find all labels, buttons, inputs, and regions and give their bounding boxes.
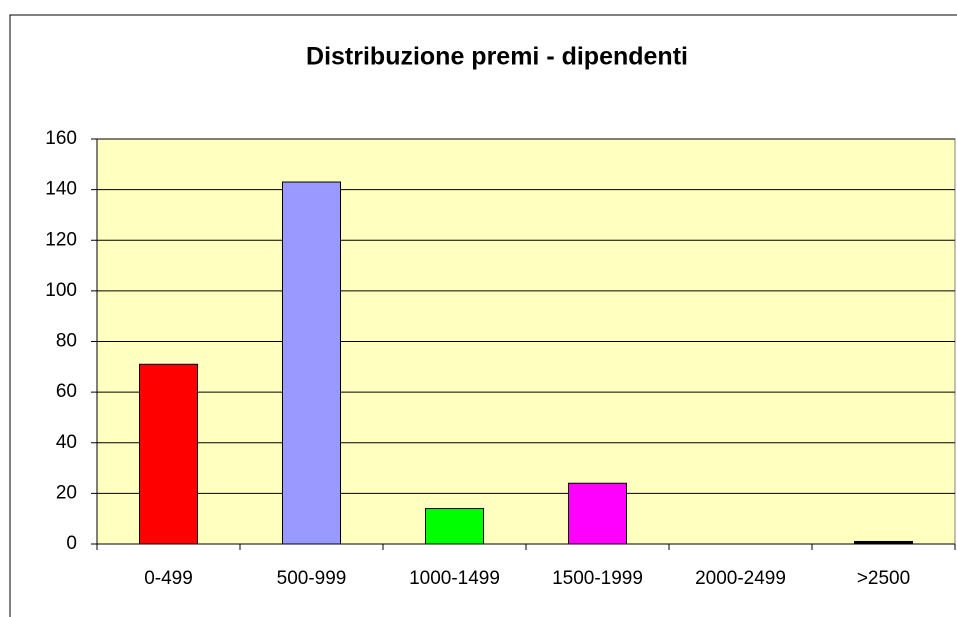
bar bbox=[568, 482, 627, 545]
y-tick-label: 160 bbox=[45, 128, 77, 149]
y-tick-label: 20 bbox=[56, 482, 77, 503]
x-tick-label: 0-499 bbox=[144, 568, 193, 589]
chart-title: Distribuzione premi - dipendenti bbox=[306, 43, 688, 71]
bar bbox=[425, 508, 484, 545]
y-tick-label: 140 bbox=[45, 179, 77, 200]
y-tick-label: 40 bbox=[56, 432, 77, 453]
x-tick-label: >2500 bbox=[857, 568, 910, 589]
bar bbox=[282, 181, 341, 545]
x-tick-label: 2000-2499 bbox=[695, 568, 786, 589]
bar bbox=[854, 540, 913, 545]
x-tick-label: 1000-1499 bbox=[409, 568, 500, 589]
y-tick-label: 0 bbox=[66, 533, 77, 554]
y-tick-label: 100 bbox=[45, 280, 77, 301]
y-tick-label: 120 bbox=[45, 229, 77, 250]
y-tick-label: 80 bbox=[56, 331, 77, 352]
x-tick-label: 1500-1999 bbox=[552, 568, 643, 589]
y-tick-label: 60 bbox=[56, 381, 77, 402]
x-tick-label: 500-999 bbox=[277, 568, 347, 589]
bar bbox=[139, 363, 198, 545]
